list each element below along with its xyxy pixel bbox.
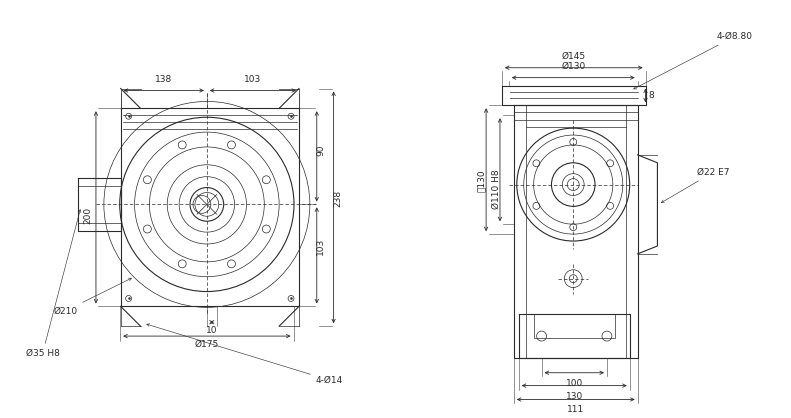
Text: 90: 90 — [316, 145, 325, 156]
Text: 100: 100 — [566, 379, 583, 387]
Text: Ø210: Ø210 — [53, 278, 131, 315]
Text: 111: 111 — [567, 405, 585, 414]
Text: Ø22 E7: Ø22 E7 — [661, 168, 729, 203]
Text: 4-Ø14: 4-Ø14 — [147, 324, 343, 385]
Text: 103: 103 — [244, 74, 262, 84]
Text: ⎕130: ⎕130 — [477, 170, 486, 192]
Text: 238: 238 — [333, 190, 342, 207]
Text: 103: 103 — [316, 238, 325, 255]
Text: Ø130: Ø130 — [561, 62, 585, 71]
Text: 4-Ø8.80: 4-Ø8.80 — [634, 32, 753, 89]
Text: 10: 10 — [206, 326, 218, 335]
Text: Ø110 H8: Ø110 H8 — [491, 170, 501, 209]
Text: 200: 200 — [84, 207, 93, 224]
Text: Ø175: Ø175 — [195, 340, 219, 349]
Text: Ø35 H8: Ø35 H8 — [25, 210, 81, 358]
Text: 130: 130 — [566, 392, 583, 400]
Text: 138: 138 — [155, 74, 172, 84]
Text: Ø145: Ø145 — [562, 52, 586, 61]
Text: 8: 8 — [649, 91, 654, 100]
